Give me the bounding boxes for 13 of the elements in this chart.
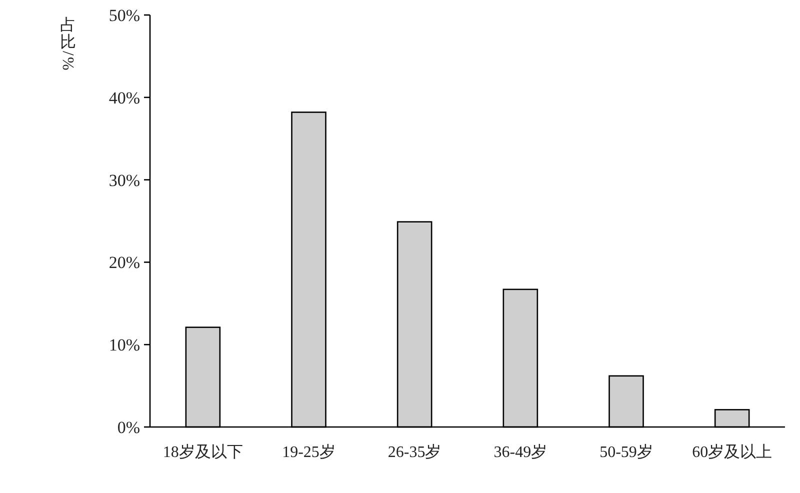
y-tick-label: 40% [108, 88, 140, 108]
x-tick-label: 36-49岁 [494, 443, 548, 461]
y-tick-label: 30% [108, 170, 140, 190]
x-tick-label: 60岁及以上 [692, 443, 772, 461]
x-tick-label: 26-35岁 [388, 443, 442, 461]
y-tick-label: 50% [108, 6, 140, 25]
x-tick-label: 18岁及以下 [162, 443, 243, 461]
x-tick-label: 50-59岁 [600, 443, 653, 461]
y-tick-label: 0% [117, 418, 140, 437]
x-tick-label: 19-25岁 [282, 443, 336, 461]
y-tick-label: 20% [108, 253, 140, 272]
y-tick-label: 10% [108, 336, 140, 355]
y-axis-title: 占比/% [59, 16, 76, 70]
